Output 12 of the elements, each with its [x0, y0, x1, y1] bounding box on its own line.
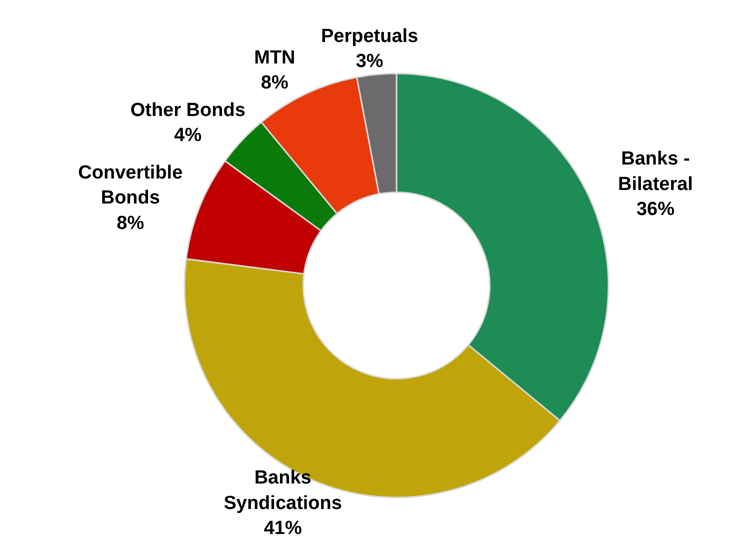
data-label: 3% [356, 51, 384, 72]
data-label: 41% [264, 518, 302, 540]
slice-label: Perpetuals [320, 26, 418, 48]
slice-label: Other Bonds [130, 100, 246, 121]
data-label: 8% [116, 212, 144, 234]
slice-label: Banks - Bilateral [618, 148, 693, 195]
data-label: 36% [636, 199, 675, 220]
slice-label: Convertible Bonds [78, 162, 183, 209]
slice-label: Banks Syndications [224, 468, 342, 514]
data-label: 4% [174, 125, 202, 146]
data-label: 8% [260, 72, 288, 94]
slice-label: MTN [254, 48, 296, 69]
